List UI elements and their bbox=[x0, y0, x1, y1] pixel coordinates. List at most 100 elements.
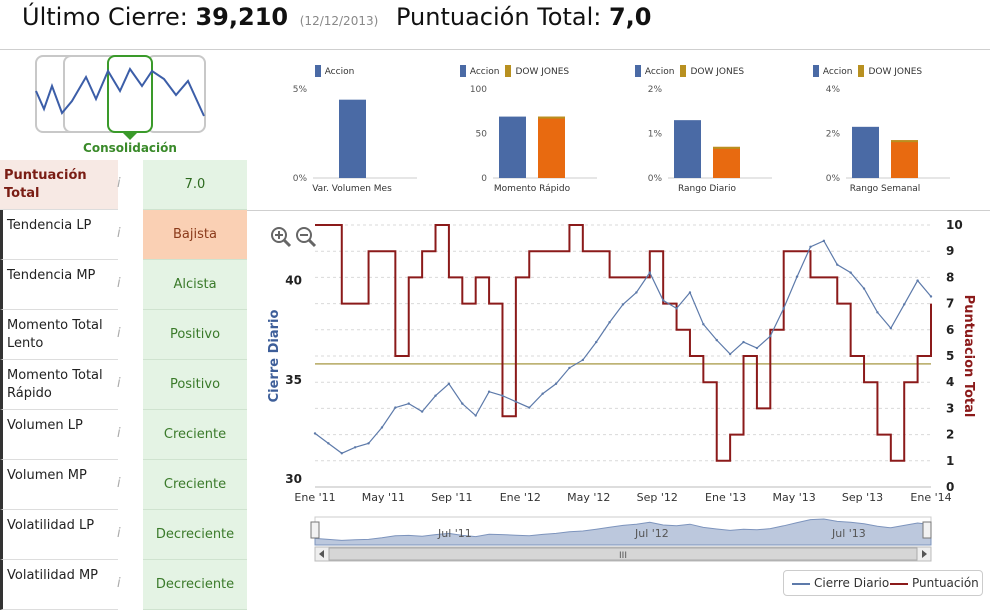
legend-item-price[interactable]: Cierre Diario bbox=[792, 576, 889, 590]
bar-accion[interactable] bbox=[852, 126, 879, 178]
price-point bbox=[795, 275, 799, 278]
legend-label: Accion bbox=[822, 66, 853, 77]
price-point bbox=[728, 352, 732, 356]
legend-item-score[interactable]: Puntuación bbox=[890, 576, 979, 590]
price-point bbox=[501, 394, 504, 397]
mini-chart-xlabel: Var. Volumen Mes bbox=[312, 184, 392, 194]
info-icon[interactable]: i bbox=[117, 326, 121, 341]
price-point bbox=[688, 291, 692, 294]
info-icon[interactable]: i bbox=[117, 276, 121, 291]
scroll-left-icon[interactable] bbox=[319, 550, 324, 558]
x-tick: Sep '13 bbox=[842, 491, 883, 504]
main-chart[interactable]: 10 9 8 7 6 5 4 3 2 1 0 40 35 30 Cierre Diario Puntuacio… bbox=[260, 212, 990, 611]
price-point bbox=[353, 446, 357, 449]
mini-chart-legend[interactable]: Accion DOW JONES bbox=[602, 65, 777, 77]
legend-item-accion[interactable]: Accion bbox=[634, 65, 674, 77]
price-point bbox=[461, 402, 464, 405]
price-line[interactable] bbox=[314, 240, 932, 454]
x-tick: May '13 bbox=[772, 491, 815, 504]
price-point bbox=[581, 358, 585, 362]
mini-chart-tick: 0% bbox=[293, 174, 308, 184]
bar-dow-top bbox=[713, 146, 740, 149]
scrollbar-grip-icon: III bbox=[619, 551, 627, 561]
price-point bbox=[715, 338, 718, 342]
price-point bbox=[862, 287, 866, 290]
legend-item-dow[interactable]: DOW JONES bbox=[680, 65, 744, 77]
info-icon[interactable]: i bbox=[117, 376, 121, 391]
x-tick: Sep '11 bbox=[431, 491, 472, 504]
mini-chart: Accion DOW JONES 4% 2% 0% Rango Semanal bbox=[780, 51, 955, 206]
score-row: Momento Total Rápido i Positivo bbox=[0, 360, 247, 410]
price-point bbox=[340, 452, 343, 455]
y2-tick: 2 bbox=[946, 428, 954, 442]
y2-tick: 9 bbox=[946, 244, 954, 258]
price-point bbox=[809, 245, 812, 249]
mini-chart: Accion 5% 0% Var. Volumen Mes bbox=[247, 51, 422, 206]
info-icon[interactable]: i bbox=[117, 476, 121, 491]
navigator-handle[interactable] bbox=[922, 521, 932, 539]
bar-accion[interactable] bbox=[674, 120, 701, 178]
price-point bbox=[822, 239, 826, 243]
scrollbar-thumb[interactable] bbox=[328, 547, 918, 561]
bar-dow[interactable] bbox=[891, 140, 918, 178]
info-icon[interactable]: i bbox=[117, 526, 121, 541]
legend-item-dow[interactable]: DOW JONES bbox=[858, 65, 922, 77]
mini-chart-legend[interactable]: Accion DOW JONES bbox=[427, 65, 602, 77]
legend-item-accion[interactable]: Accion bbox=[459, 65, 500, 77]
bar-accion[interactable] bbox=[339, 99, 366, 178]
zoom-out-button[interactable] bbox=[295, 226, 317, 248]
last-close-date: (12/12/2013) bbox=[299, 14, 379, 28]
score-row: Tendencia MP i Alcista bbox=[0, 260, 247, 310]
y2-tick: 4 bbox=[946, 375, 954, 389]
legend-item-accion[interactable]: Accion bbox=[812, 65, 853, 77]
price-point bbox=[434, 394, 437, 397]
mini-chart: Accion DOW JONES 100 50 0 Momento Rápido bbox=[427, 51, 602, 206]
price-point bbox=[782, 307, 785, 310]
price-point bbox=[661, 299, 665, 302]
info-icon[interactable]: i bbox=[117, 176, 121, 191]
legend-swatch bbox=[634, 65, 641, 77]
score-row: Volumen MP i Creciente bbox=[0, 460, 247, 510]
y2-tick: 0 bbox=[946, 480, 954, 494]
price-point bbox=[407, 402, 410, 405]
zoom-in-button[interactable] bbox=[270, 226, 292, 248]
price-point bbox=[595, 340, 598, 344]
price-point bbox=[889, 327, 893, 330]
navigator-handle[interactable] bbox=[310, 521, 320, 539]
score-table: Puntuación Total i 7.0 Tendencia LP i Bajista… bbox=[0, 160, 247, 610]
legend-label: Accion bbox=[469, 66, 500, 77]
price-point bbox=[608, 321, 611, 324]
chart-legend[interactable]: Cierre Diario Puntuación bbox=[783, 570, 983, 596]
info-icon[interactable]: i bbox=[117, 576, 121, 591]
score-value: Positivo bbox=[143, 310, 247, 360]
legend-score-swatch bbox=[890, 582, 908, 585]
mini-chart-legend[interactable]: Accion DOW JONES bbox=[780, 65, 955, 77]
navigator-label: Jul '11 bbox=[437, 527, 472, 540]
bar-accion[interactable] bbox=[499, 116, 526, 178]
legend-label: Accion bbox=[324, 66, 355, 77]
y-tick: 30 bbox=[285, 472, 302, 486]
scroll-right-icon[interactable] bbox=[922, 550, 927, 558]
pattern-panel[interactable] bbox=[0, 51, 247, 161]
mini-chart-legend[interactable]: Accion bbox=[247, 65, 422, 77]
score-value: Bajista bbox=[143, 210, 247, 260]
bar-dow[interactable] bbox=[713, 146, 740, 178]
mini-chart-tick: 2% bbox=[826, 130, 841, 140]
comparison-charts: Accion 5% 0% Var. Volumen Mes Accion DOW JONE… bbox=[247, 51, 990, 211]
legend-item-dow[interactable]: DOW JONES bbox=[505, 65, 569, 77]
bar-dow[interactable] bbox=[538, 116, 565, 178]
score-line[interactable] bbox=[315, 224, 932, 462]
info-icon[interactable]: i bbox=[117, 226, 121, 241]
legend-price-label: Cierre Diario bbox=[814, 576, 890, 590]
mini-chart-xlabel: Momento Rápido bbox=[494, 184, 571, 194]
score-row: Volumen LP i Creciente bbox=[0, 410, 247, 460]
total-score: Puntuación Total: 7,0 bbox=[396, 3, 651, 31]
mini-chart-tick: 4% bbox=[826, 85, 841, 95]
info-icon[interactable]: i bbox=[117, 426, 121, 441]
legend-swatch bbox=[680, 65, 687, 77]
mini-chart-tick: 0% bbox=[648, 174, 663, 184]
score-row: Volatilidad MP i Decreciente bbox=[0, 560, 247, 610]
legend-item-accion[interactable]: Accion bbox=[314, 65, 355, 77]
mini-chart-tick: 5% bbox=[293, 85, 308, 95]
